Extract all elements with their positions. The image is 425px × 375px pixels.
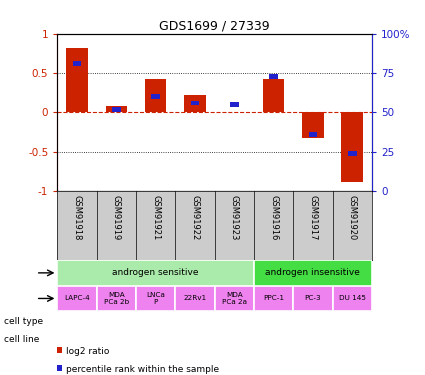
Bar: [66, 48, 88, 112]
Bar: [302, 112, 324, 138]
Bar: [230, 102, 238, 107]
Text: MDA
PCa 2b: MDA PCa 2b: [104, 292, 129, 305]
Bar: [112, 107, 121, 112]
Bar: [175, 286, 215, 311]
Bar: [332, 286, 372, 311]
Bar: [136, 286, 175, 311]
Text: cell type: cell type: [4, 317, 43, 326]
Text: androgen sensitive: androgen sensitive: [112, 268, 199, 278]
Bar: [254, 260, 372, 286]
Text: androgen insensitive: androgen insensitive: [266, 268, 360, 278]
Bar: [73, 61, 81, 66]
Bar: [57, 260, 254, 286]
Text: PPC-1: PPC-1: [263, 296, 284, 302]
Text: log2 ratio: log2 ratio: [66, 347, 109, 356]
Text: LNCa
P: LNCa P: [146, 292, 165, 305]
Text: percentile rank within the sample: percentile rank within the sample: [66, 365, 219, 374]
Bar: [269, 74, 278, 79]
Bar: [57, 286, 96, 311]
Bar: [215, 286, 254, 311]
Text: PC-3: PC-3: [305, 296, 321, 302]
Bar: [348, 151, 357, 156]
Text: GSM91919: GSM91919: [112, 195, 121, 240]
Text: 22Rv1: 22Rv1: [184, 296, 207, 302]
Text: GSM91917: GSM91917: [309, 195, 317, 240]
Bar: [309, 132, 317, 137]
Bar: [145, 80, 167, 112]
Bar: [263, 80, 284, 112]
Bar: [105, 106, 127, 112]
Bar: [96, 286, 136, 311]
Bar: [341, 112, 363, 182]
Text: GSM91920: GSM91920: [348, 195, 357, 240]
Title: GDS1699 / 27339: GDS1699 / 27339: [159, 20, 270, 33]
Text: MDA
PCa 2a: MDA PCa 2a: [222, 292, 247, 305]
Text: GSM91921: GSM91921: [151, 195, 160, 240]
Text: GSM91922: GSM91922: [190, 195, 199, 240]
Text: LAPC-4: LAPC-4: [64, 296, 90, 302]
Bar: [151, 94, 160, 99]
Text: GSM91923: GSM91923: [230, 195, 239, 240]
Text: DU 145: DU 145: [339, 296, 366, 302]
Text: cell line: cell line: [4, 335, 40, 344]
Bar: [293, 286, 332, 311]
Bar: [184, 95, 206, 112]
Bar: [254, 286, 293, 311]
Text: GSM91916: GSM91916: [269, 195, 278, 240]
Text: GSM91918: GSM91918: [73, 195, 82, 240]
Bar: [191, 100, 199, 105]
